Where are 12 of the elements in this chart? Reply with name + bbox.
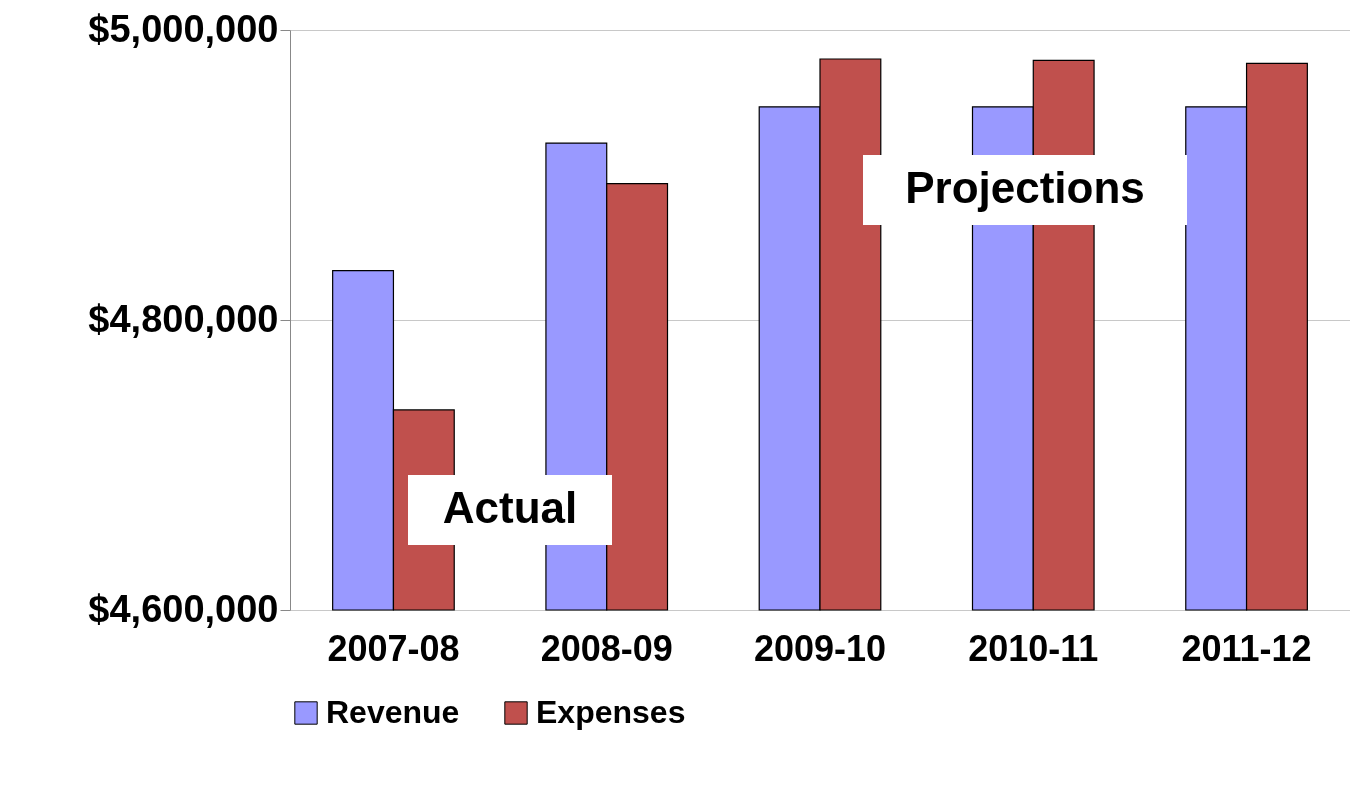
y-tick-label: $4,600,000 <box>88 587 279 630</box>
legend-label: Expenses <box>536 694 686 730</box>
annotation: Actual <box>442 483 578 532</box>
x-tick-label: 2011-12 <box>1181 627 1312 669</box>
y-tick-label: $4,800,000 <box>88 297 279 340</box>
legend-label: Revenue <box>326 694 460 730</box>
annotation: Projections <box>905 163 1145 212</box>
x-tick-label: 2007-08 <box>327 627 460 669</box>
x-tick-label: 2010-11 <box>968 627 1099 669</box>
y-tick-label: $5,000,000 <box>88 7 279 50</box>
x-tick-label: 2008-09 <box>540 627 673 669</box>
x-tick-label: 2009-10 <box>753 627 887 669</box>
